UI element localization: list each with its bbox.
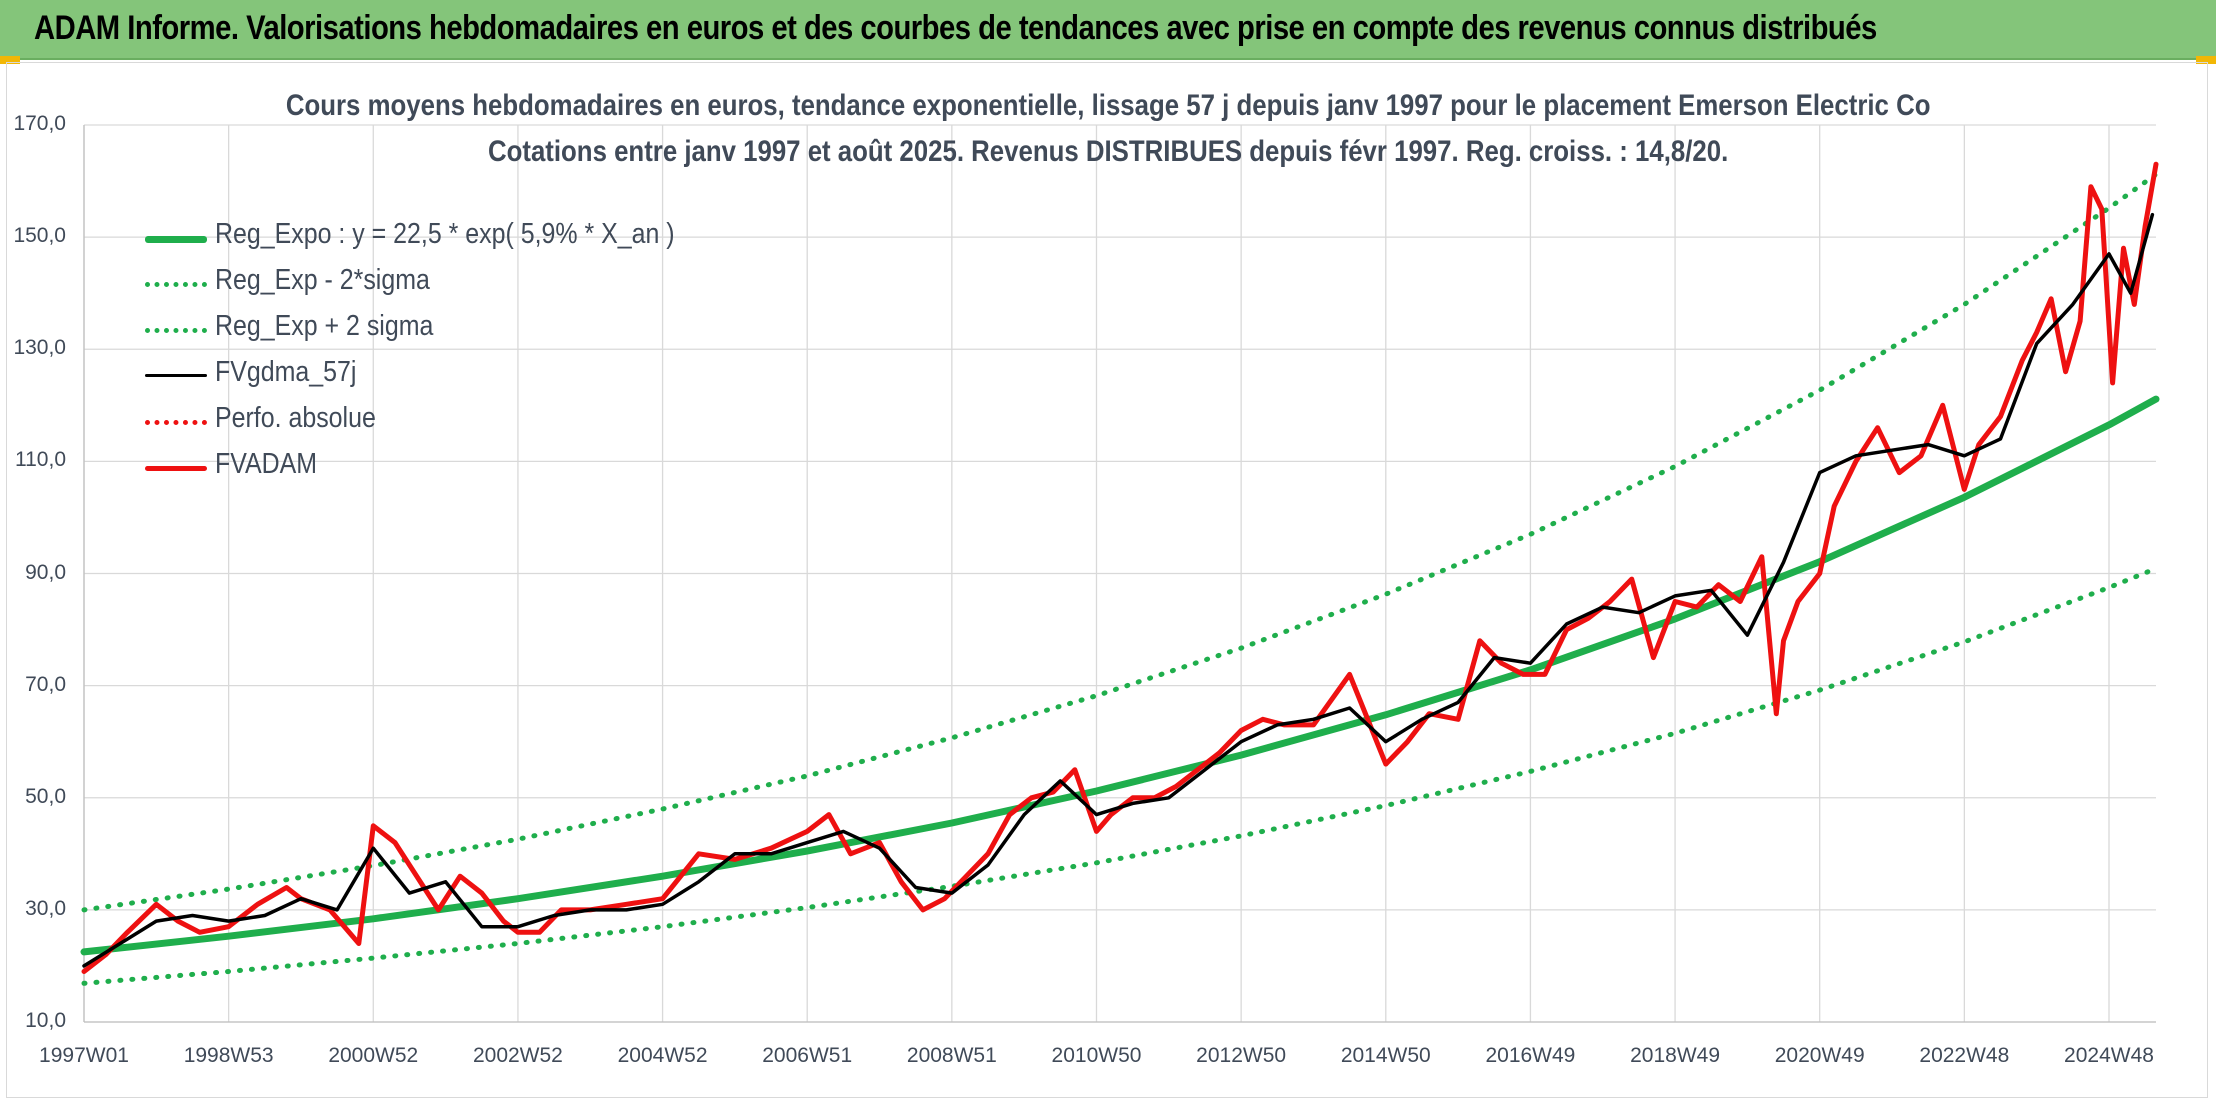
series-line-2 (81, 171, 2159, 913)
report-title: ADAM Informe. Valorisations hebdomadaire… (34, 9, 1877, 47)
x-tick-label: 1997W01 (39, 1044, 129, 1067)
legend-label: Reg_Exp + 2 sigma (215, 310, 434, 342)
x-tick-label: 2002W52 (472, 1044, 563, 1067)
legend-label: FVgdma_57j (215, 356, 357, 388)
series-layer (80, 161, 2160, 986)
legend-swatch (145, 328, 207, 333)
x-tick-label: 2006W51 (762, 1044, 853, 1067)
y-tick-label: 110,0 (15, 448, 66, 472)
y-tick-label: 170,0 (13, 112, 66, 135)
x-tick-label: 2020W49 (1774, 1044, 1865, 1067)
x-tick-label: 2000W52 (328, 1044, 419, 1067)
x-tick-label: 2014W50 (1340, 1044, 1431, 1067)
x-tick-label: 2022W48 (1919, 1044, 2010, 1067)
legend-swatch (145, 374, 207, 377)
y-tick-label: 90,0 (25, 560, 66, 584)
chart-frame (6, 62, 2208, 1098)
legend-label: Reg_Exp - 2*sigma (215, 264, 430, 296)
y-tick-label: 50,0 (25, 784, 66, 808)
legend-swatch (145, 236, 207, 243)
legend-label: Perfo. absolue (215, 402, 376, 434)
series-line-3 (82, 212, 2155, 968)
legend-label: FVADAM (215, 448, 318, 480)
series-line-5 (81, 161, 2159, 974)
x-tick-label: 2018W49 (1630, 1044, 1721, 1067)
report-banner: ADAM Informe. Valorisations hebdomadaire… (0, 0, 2216, 60)
y-tick-label: 130,0 (13, 336, 66, 360)
series-line-0 (80, 395, 2160, 956)
x-tick-label: 1998W53 (183, 1044, 274, 1067)
legend-swatch (145, 466, 207, 471)
series-line-1 (81, 566, 2159, 986)
legend-swatch (145, 282, 207, 287)
grid-layer (83, 124, 2156, 1023)
x-tick-label: 2016W49 (1485, 1044, 1576, 1067)
y-tick-label: 150,0 (13, 224, 66, 248)
corner-mark-left (0, 56, 20, 64)
corner-mark-right (2196, 56, 2216, 64)
chart-subtitle: Cotations entre janv 1997 et août 2025. … (487, 135, 1729, 168)
x-tick-label: 2010W50 (1051, 1044, 1142, 1067)
y-tick-label: 10,0 (25, 1009, 66, 1032)
chart-title: Cours moyens hebdomadaires en euros, ten… (285, 89, 1931, 122)
legend-label: Reg_Expo : y = 22,5 * exp( 5,9% * X_an ) (215, 218, 675, 250)
y-tick-label: 70,0 (25, 672, 66, 696)
x-tick-label: 2004W52 (617, 1044, 708, 1067)
y-tick-label: 30,0 (25, 896, 66, 920)
x-tick-label: 2024W48 (2064, 1044, 2154, 1067)
x-tick-label: 2008W51 (906, 1044, 997, 1067)
x-tick-label: 2012W50 (1196, 1044, 1287, 1067)
legend-swatch (145, 420, 207, 425)
